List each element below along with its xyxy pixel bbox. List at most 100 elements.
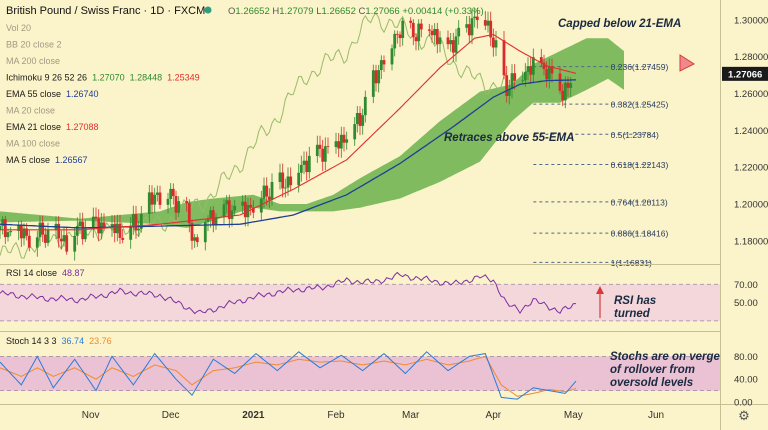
legend-item: BB 20 close 2 [6,40,62,50]
candle-body [129,225,133,240]
candle [73,227,77,261]
candle [531,48,535,84]
candle-body [166,198,170,205]
candle-body [134,214,138,231]
legend-name: MA 5 close [6,155,50,165]
annotation-capped: Capped below 21-EMA [558,18,681,30]
candle-body [62,235,66,242]
candle [6,228,10,242]
candle-body [545,69,549,80]
candle [233,199,237,216]
candle-body [289,176,293,186]
candle [326,137,330,154]
candle-body [19,225,23,239]
pointer-arrow-icon [679,54,696,72]
candle [427,24,431,37]
candle [166,192,170,214]
candle [398,31,402,47]
candle-body [390,48,394,65]
candle [409,17,413,29]
candle-body [118,223,122,238]
candle [339,126,343,158]
candle-body [206,218,210,222]
candle-body [139,214,143,229]
candle [177,196,181,218]
candle [438,31,442,53]
candle [193,233,197,248]
candle-body [321,148,325,162]
candle-body [249,204,253,208]
candle [0,223,2,239]
candle-body [483,20,487,26]
stoch-k-line [0,351,577,400]
rsi-tick-label: 50.00 [734,298,758,309]
candle [94,207,98,228]
candle-body [451,40,455,53]
rsi-pane [0,271,720,322]
candle-body [510,73,514,89]
candle [278,163,282,190]
rsi-legend: RSI 14 close 48.87 [6,268,85,278]
candle-body [222,204,226,218]
candle [430,25,434,43]
candle-body [35,237,39,248]
candle-body [395,33,399,35]
candle [382,55,386,72]
candle-body [361,115,365,126]
candle-body [339,134,343,149]
candle [185,196,189,212]
candle [510,64,514,99]
candle [465,16,469,33]
candle-body [358,113,362,126]
candle-body [147,192,151,214]
candle [134,205,138,239]
candle [475,7,479,29]
candle-body [521,80,525,82]
last-price-label: 1.27066 [728,69,762,80]
time-tick-label: Nov [82,410,100,421]
candle-body [305,160,309,173]
candle [355,106,359,133]
annotation-retraces: Retraces above 55-EMA [444,132,574,144]
candle-body [113,224,117,234]
candle-body [46,229,50,243]
candle-body [41,222,45,235]
candle [265,177,269,206]
candle [494,31,498,57]
candle [9,227,13,237]
candle [158,185,162,209]
annotation-line: RSI has [614,295,656,307]
candle [550,58,554,83]
candle-body [486,20,490,26]
candle [131,205,135,235]
stoch-tick-label: 40.00 [734,375,758,386]
candle [17,220,21,241]
candle [203,218,207,251]
candle-body [409,20,413,23]
candle [249,197,253,216]
candle-body [566,82,570,88]
ohlc-part: 1.27066 [365,6,399,17]
fib-label: 1(1.16831) [611,258,652,268]
legend-value: 1.28448 [130,73,163,83]
candle-body [446,37,450,45]
candle-body [243,201,247,218]
time-tick-label: May [564,410,583,421]
candle [505,66,509,103]
legend-item: MA 200 close [6,56,60,66]
price-tick-label: 1.18000 [734,236,768,247]
candle [337,133,341,157]
candle-body [334,141,338,147]
candle-body [153,194,157,205]
stoch-name: Stoch 14 3 3 [6,336,57,346]
candle [289,167,293,192]
candle-body [513,73,517,81]
candle [155,185,159,202]
time-tick-label: Feb [327,410,345,421]
candle [483,11,487,30]
stoch-legend: Stoch 14 3 3 36.74 23.76 [6,336,112,346]
candle [454,28,458,62]
candle-body [326,146,330,147]
candle-body [507,89,511,96]
candle [195,234,199,247]
